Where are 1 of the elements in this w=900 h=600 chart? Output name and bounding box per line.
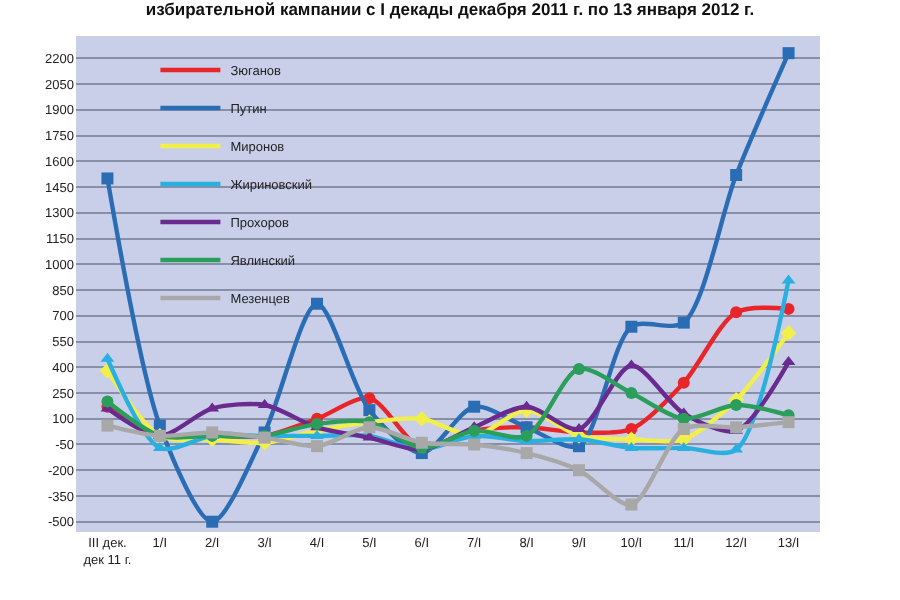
chart-title: избирательной кампании с I декады декабря 2011 г. по 13 января 2012 г.	[145, 0, 755, 19]
